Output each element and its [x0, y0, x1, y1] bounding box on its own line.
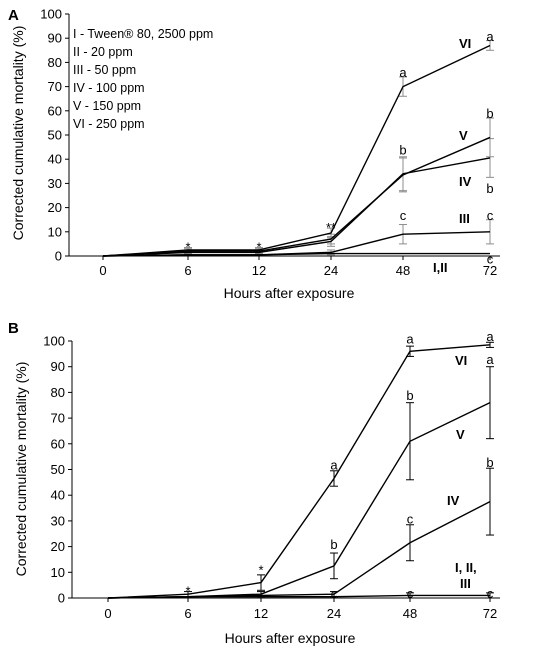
- x-tick-label: 48: [403, 606, 417, 621]
- significance-label: c: [331, 586, 338, 601]
- significance-label: *: [258, 563, 263, 578]
- y-tick-label: 30: [48, 176, 62, 191]
- legend-entry: III - 50 ppm: [73, 63, 136, 77]
- y-tick-label: 80: [51, 385, 65, 400]
- series-labels: VI V IV III I,II: [433, 36, 472, 275]
- y-tick-label: 0: [55, 249, 62, 264]
- y-tick-label: 50: [48, 128, 62, 143]
- significance-label: *: [256, 239, 261, 254]
- panel-letter: B: [8, 320, 19, 337]
- series-line: [102, 44, 491, 257]
- x-tick-label: 12: [252, 263, 266, 278]
- series-label: I, II,: [455, 560, 477, 575]
- significance-label: *: [185, 583, 190, 598]
- axes: 0 10 20 30 40 50 60 70 80 90 100 0 6 12 24 48 72: [40, 7, 500, 278]
- series-label: III: [459, 211, 470, 226]
- y-tick-label: 70: [48, 79, 62, 94]
- x-tick-label: 72: [483, 606, 497, 621]
- y-tick-label: 90: [48, 31, 62, 46]
- axes: 0 10 20 30 40 50 60 70 80 90 100 0 6 12 24 48 72: [43, 334, 500, 621]
- significance-label: b: [486, 106, 493, 121]
- significance-label: b: [486, 181, 493, 196]
- series-label: III: [460, 576, 471, 591]
- x-tick-label: 24: [327, 606, 341, 621]
- significance-label: c: [487, 586, 494, 601]
- x-tick-label: 24: [324, 263, 338, 278]
- series-label: IV: [459, 174, 472, 189]
- y-tick-label: 60: [51, 436, 65, 451]
- y-axis-title: Corrected cumulative mortality (%): [13, 362, 29, 577]
- legend-entry: V - 150 ppm: [73, 99, 141, 113]
- legend: I - Tween® 80, 2500 ppm II - 20 ppm III …: [73, 27, 213, 131]
- y-axis-title: Corrected cumulative mortality (%): [10, 26, 26, 241]
- y-tick-label: 80: [48, 55, 62, 70]
- series-labels: VI V IV I, II, III: [447, 353, 477, 591]
- x-tick-label: 6: [184, 263, 191, 278]
- legend-entry: IV - 100 ppm: [73, 81, 145, 95]
- series-label: VI: [459, 36, 471, 51]
- panel-letter: A: [8, 7, 19, 24]
- x-tick-label: 6: [184, 606, 191, 621]
- significance-label: b: [486, 455, 493, 470]
- x-tick-label: 12: [254, 606, 268, 621]
- legend-entry: II - 20 ppm: [73, 45, 133, 59]
- y-tick-label: 20: [48, 200, 62, 215]
- y-tick-label: 20: [51, 539, 65, 554]
- significance-label: c: [487, 251, 494, 266]
- y-tick-label: 40: [51, 488, 65, 503]
- series-line: [107, 501, 491, 599]
- significance-label: c: [400, 208, 407, 223]
- panel-a: A Corrected cumulative mortality (%) Hou…: [8, 7, 500, 301]
- series-label: IV: [447, 493, 460, 508]
- y-tick-label: 50: [51, 462, 65, 477]
- y-tick-label: 10: [51, 565, 65, 580]
- significance-label: a: [486, 329, 494, 344]
- y-tick-label: 90: [51, 359, 65, 374]
- series-line: [102, 157, 491, 257]
- y-tick-label: 0: [58, 591, 65, 606]
- x-axis-title: Hours after exposure: [224, 285, 355, 301]
- significance-label: a: [486, 29, 494, 44]
- significance-label: a: [406, 331, 414, 346]
- significance-label: c: [487, 208, 494, 223]
- series-line: [102, 136, 491, 257]
- y-tick-label: 10: [48, 224, 62, 239]
- significance-label: b: [406, 388, 413, 403]
- significance-label: c: [407, 586, 414, 601]
- significance-label: **: [326, 220, 336, 235]
- panel-b: B Corrected cumulative mortality (%) Hou…: [8, 320, 500, 646]
- x-tick-label: 72: [483, 263, 497, 278]
- series-label: I,II: [433, 260, 447, 275]
- y-tick-label: 60: [48, 103, 62, 118]
- significance-label: a: [399, 65, 407, 80]
- y-tick-label: 40: [48, 152, 62, 167]
- significance-label: b: [399, 143, 406, 158]
- series-label: V: [456, 427, 465, 442]
- x-tick-label: 0: [104, 606, 111, 621]
- y-tick-label: 100: [43, 334, 65, 349]
- significance-label: a: [330, 457, 338, 472]
- series-line: [107, 344, 491, 599]
- y-tick-label: 30: [51, 513, 65, 528]
- significance-label: c: [407, 511, 414, 526]
- significance-label: *: [185, 239, 190, 254]
- y-tick-label: 100: [40, 7, 62, 22]
- significance-label: b: [330, 537, 337, 552]
- x-tick-label: 48: [396, 263, 410, 278]
- series-label: VI: [455, 353, 467, 368]
- y-tick-label: 70: [51, 411, 65, 426]
- series-line: [102, 231, 491, 257]
- series-line: [107, 402, 491, 599]
- legend-entry: VI - 250 ppm: [73, 117, 145, 131]
- x-tick-label: 0: [99, 263, 106, 278]
- x-axis-title: Hours after exposure: [225, 630, 356, 646]
- series-label: V: [459, 128, 468, 143]
- legend-entry: I - Tween® 80, 2500 ppm: [73, 27, 213, 41]
- significance-label: a: [486, 352, 494, 367]
